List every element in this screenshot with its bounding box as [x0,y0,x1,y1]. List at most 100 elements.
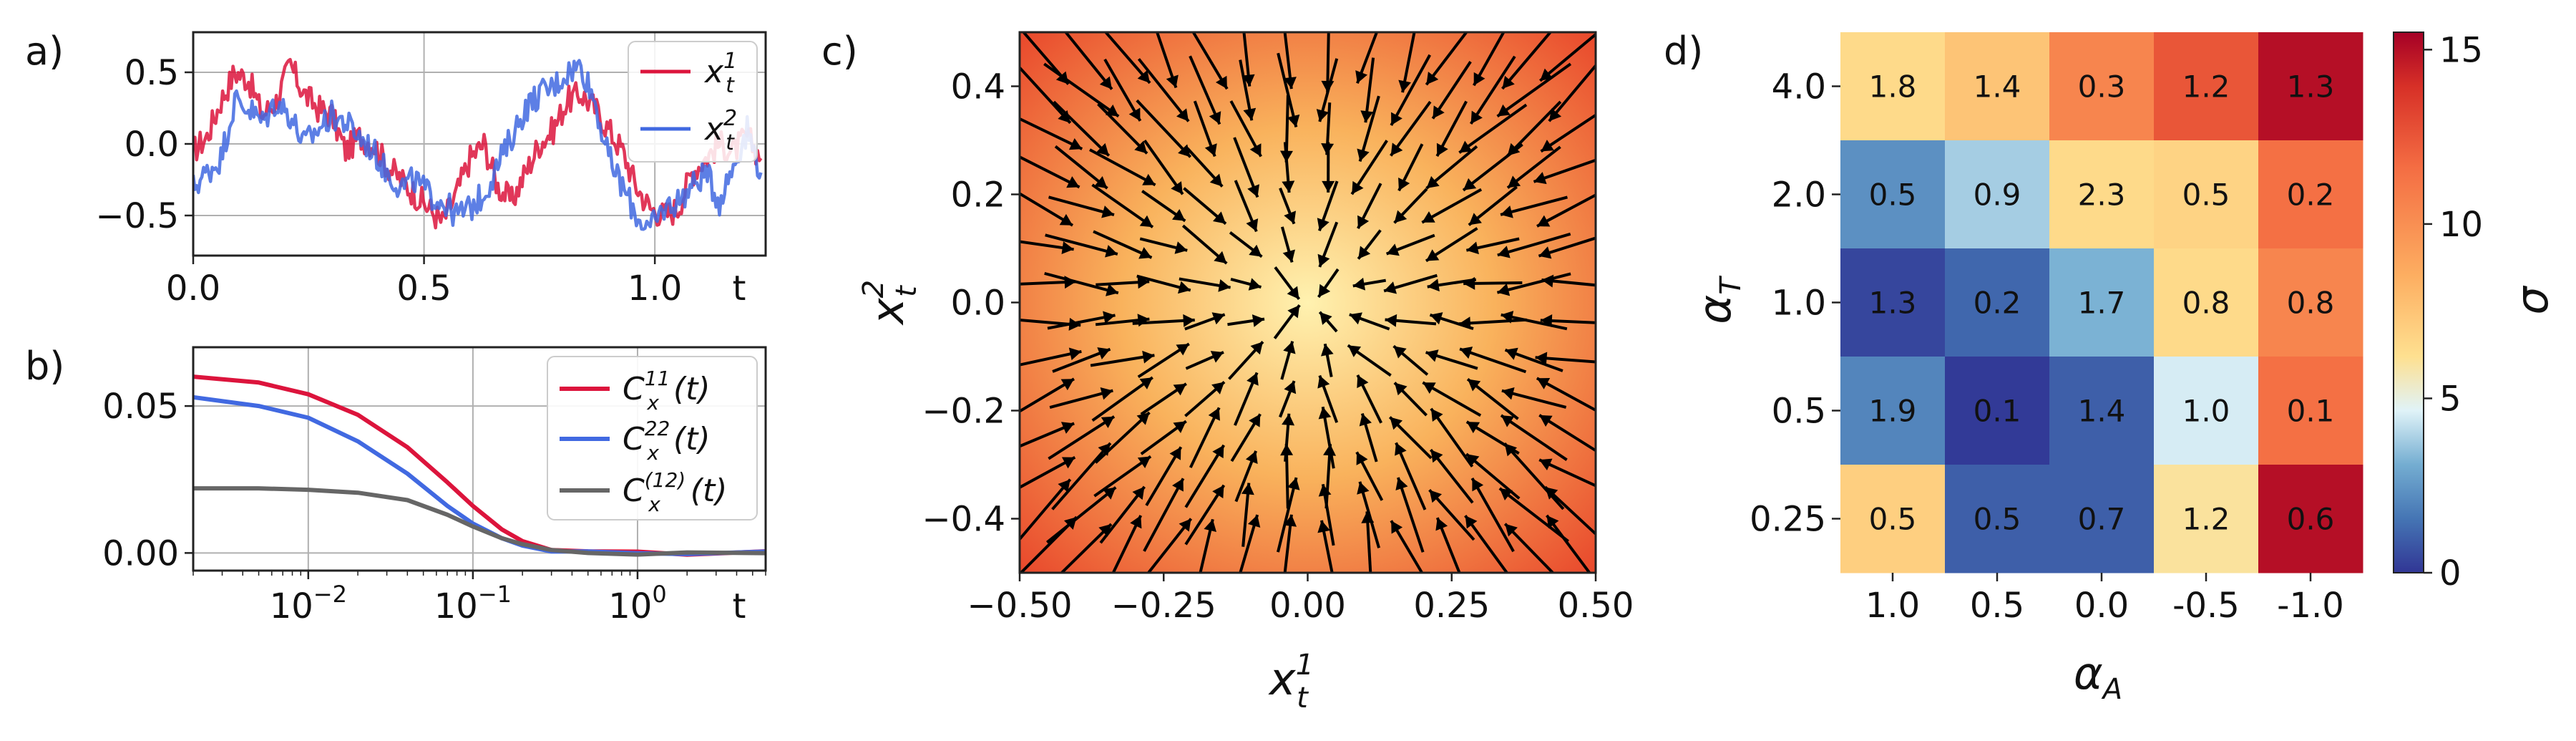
vector-arrow-head [1210,351,1224,363]
vector-arrow-head [1094,176,1108,189]
vector-arrow-head [1463,276,1475,290]
vector-arrow-head [1101,205,1114,218]
vector-arrow-head [1507,142,1521,156]
vector-arrow-head [1357,148,1370,162]
vector-arrow-head [1321,142,1335,155]
colorbar-ticks: 0 5 10 15 [2424,30,2483,594]
vector-arrow-head [1538,246,1552,259]
x-tick-label: 10−1 [434,581,512,626]
vector-arrow-head [1398,79,1411,93]
x-tick-label: 10−2 [270,581,347,626]
vector-arrow-head [1169,447,1181,460]
heatmap-cell [2258,357,2363,465]
vector-arrow-head [1540,68,1553,81]
vector-arrow-head [1507,175,1521,188]
vector-arrow-head [1384,281,1397,294]
panel-a-series [193,57,763,231]
panel-c-ticks: −0.50 −0.25 0.00 0.25 0.50 −0.4 −0.2 0.0 0.2 0.4 [922,67,1634,626]
vector-arrow-head [1178,144,1191,158]
y-tick-label: −0.2 [922,392,1005,432]
heatmap-cell [2049,465,2155,573]
vector-arrow-head [1284,514,1297,527]
vector-arrow [1146,518,1193,573]
vector-arrow-head [1101,416,1115,429]
vector-arrow-head [1539,415,1553,427]
heatmap-cell [1840,357,1946,465]
vector-arrow-head [1468,213,1482,226]
panel-c-ylabel: x2t [857,280,923,326]
vector-arrow [1020,280,1076,286]
heatmap-cell-label: 0.7 [2078,502,2126,537]
vector-arrow-head [1247,184,1260,198]
vector-arrow [1464,514,1509,573]
vector-arrow-head [1433,105,1445,119]
colorbar [2393,32,2424,573]
vector-arrow [1094,411,1151,464]
vector-arrow [1091,376,1153,422]
vector-arrow [1546,514,1591,573]
heatmap-cell-label: 0.8 [2287,286,2335,321]
vector-arrow-head [1352,277,1366,291]
x-tick-label: -0.5 [2172,586,2240,626]
vector-arrow-head [1283,341,1296,354]
vector-arrow [1503,442,1565,510]
vector-arrow-head [1398,177,1410,191]
vector-arrow-head [1066,176,1080,188]
x-tick-label: 1.0 [1865,586,1920,626]
x-tick-label: −0.25 [1111,586,1216,626]
vector-arrow-head [1100,387,1113,400]
vector-arrow [1136,99,1192,158]
vector-arrow-head [1211,312,1225,325]
vector-arrow [1097,102,1148,155]
legend-label-x2: x2 t [703,106,737,155]
vector-arrow-head [1249,414,1261,427]
heatmap-cell-label: 1.7 [2078,286,2126,321]
panel-c: −0.50 −0.25 0.00 0.25 0.50−0.4−0.20.00.20.4 … [857,31,1634,715]
vector-arrow [1533,158,1596,183]
vector-arrow-head [1213,211,1226,224]
vector-arrow [1103,32,1151,84]
y-tick-label: 0.25 [1750,500,1826,540]
vector-arrow-head [1430,450,1443,463]
y-tick-label: −0.5 [95,196,179,236]
vector-arrow-head [1130,515,1142,529]
heatmap-cell-label: 0.9 [1974,178,2021,213]
vector-arrow [1045,486,1117,544]
vector-arrow-head [1536,377,1551,389]
vector-arrow-head [1142,350,1155,364]
vector-arrow-head [1097,347,1111,359]
vector-arrow [1500,414,1568,461]
vector-arrow-head [1466,454,1480,467]
heatmap-cell-label: 0.3 [2078,69,2126,105]
vector-arrow-head [1394,210,1407,223]
vector-arrow-head [1171,181,1183,195]
vector-arrow-head [1068,138,1083,150]
heatmap-cells: 1.8 1.4 0.3 1.2 1.3 0.5 0.9 2.3 0.5 0.2 1.3 0.2 1.7 0… [1840,32,2363,573]
vector-arrow [1498,487,1569,543]
vector-arrow [1048,415,1116,460]
heatmap-cell-label: 1.2 [2182,502,2230,537]
vector-arrow-head [1209,173,1223,187]
vector-arrow-head [1183,314,1195,327]
vector-arrow [1535,356,1596,364]
vector-arrow-head [1138,247,1152,259]
vector-arrow-head [1137,276,1150,289]
vector-arrow-head [1177,281,1191,294]
vector-arrow-head [1465,515,1478,529]
vector-arrow-head [1535,352,1548,365]
vector-arrow-head [1319,311,1332,325]
vector-arrow-head [1317,375,1330,389]
legend-label-c22: C22 x (t) [623,417,711,465]
vector-arrow-head [1468,379,1481,392]
vector-arrow-head [1501,415,1515,427]
vector-arrow-head [1282,180,1295,193]
vector-arrow-head [1390,417,1403,430]
x-axis-end-label: t [733,268,746,309]
vector-arrow-head [1249,244,1262,257]
vector-arrow [1053,100,1111,157]
heatmap-cell [1840,465,1946,573]
vector-arrow-head [1316,109,1330,122]
vector-arrow-head [1142,173,1156,185]
panel-b-series [193,374,766,557]
vector-arrow [1093,455,1152,498]
